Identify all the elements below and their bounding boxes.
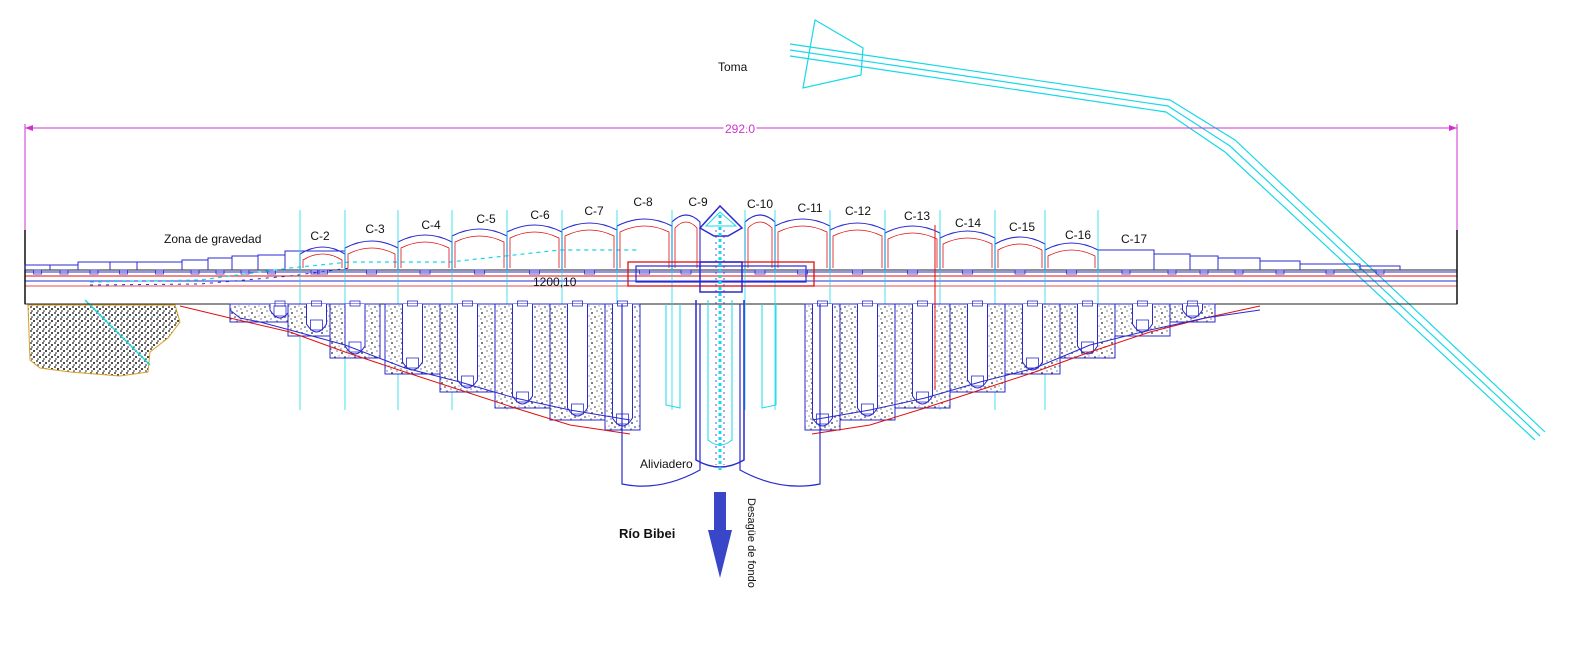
rock-channel — [84, 299, 151, 366]
block-label: C-7 — [584, 204, 604, 218]
block-label: C-4 — [421, 218, 441, 232]
spillway-structure — [621, 204, 821, 487]
block-label: C-12 — [845, 204, 871, 218]
block-label: C-15 — [1009, 220, 1035, 234]
block-label: C-16 — [1065, 228, 1091, 242]
rock-outcrop — [27, 304, 181, 377]
flow-arrow — [708, 492, 732, 578]
block-label: C-9 — [688, 195, 708, 209]
block-label: C-8 — [633, 195, 653, 209]
zona-label: Zona de gravedad — [164, 232, 261, 246]
desague-label: Desagüe de fondo — [745, 498, 757, 588]
block-label: C-17 — [1121, 232, 1147, 246]
block-labels: C-2 C-3 C-4 C-5 C-6 C-7 C-8 C-9 C-10 C-11 C-12 C-13… — [310, 195, 1147, 246]
block-label: C-13 — [904, 209, 930, 223]
elevation-label: 1200,10 — [533, 275, 577, 289]
block-label: C-14 — [955, 216, 981, 230]
block-label: C-6 — [530, 208, 550, 222]
toma-label: Toma — [718, 60, 748, 74]
arch-blocks — [179, 210, 1261, 435]
crest-steps — [24, 249, 1401, 286]
block-label: C-2 — [310, 229, 330, 243]
block-label: C-3 — [365, 222, 385, 236]
block-label: C-5 — [476, 212, 496, 226]
block-label: C-10 — [747, 197, 773, 211]
dimension-label: 292.0 — [725, 122, 755, 136]
river-label: Río Bibei — [619, 526, 675, 541]
aliviadero-label: Aliviadero — [640, 457, 693, 471]
block-label: C-11 — [797, 201, 822, 215]
dimension-line — [24, 124, 1458, 230]
